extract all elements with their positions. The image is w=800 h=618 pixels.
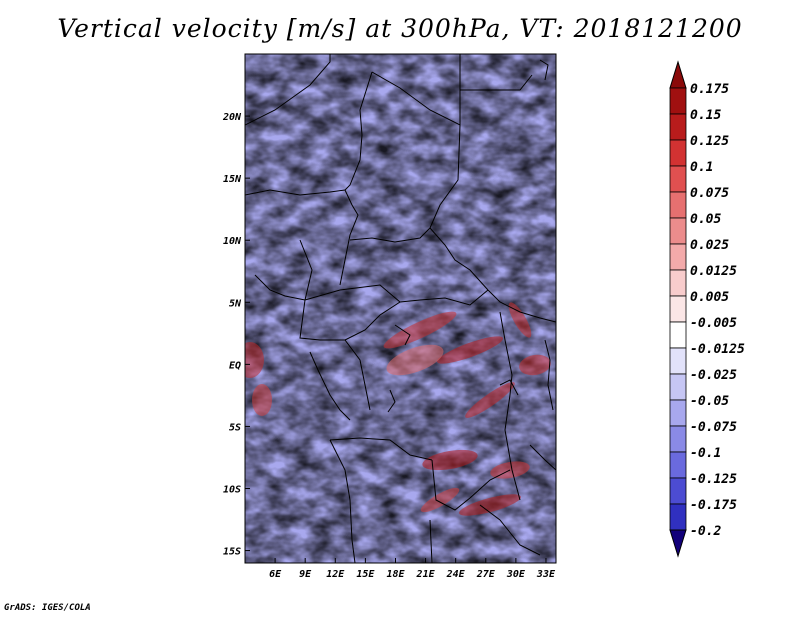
- colorbar-swatch: [669, 217, 687, 245]
- lat-tick-label: 10N: [223, 236, 242, 247]
- colorbar-swatch: [669, 373, 687, 401]
- colorbar-swatch: [669, 425, 687, 453]
- colorbar-label: 0.025: [690, 238, 729, 253]
- lat-tick-label: 5S: [229, 422, 241, 433]
- colorbar-swatch: [669, 295, 687, 323]
- velocity-field: [245, 54, 556, 563]
- colorbar-swatch: [669, 139, 687, 167]
- colorbar-swatch: [669, 269, 687, 297]
- colorbar-label: 0.05: [690, 212, 721, 227]
- colorbar-label: -0.005: [690, 316, 737, 331]
- lon-tick-label: 9E: [299, 569, 312, 580]
- colorbar-swatch: [669, 113, 687, 141]
- colorbar-label: -0.025: [690, 368, 737, 383]
- colorbar-label: -0.125: [690, 472, 737, 487]
- colorbar-label: 0.15: [690, 108, 721, 123]
- colorbar-label: -0.075: [690, 420, 737, 435]
- updraft-patch: [508, 302, 532, 338]
- updraft-patch: [465, 382, 515, 418]
- colorbar-swatch: [669, 477, 687, 505]
- lon-tick-label: 33E: [536, 569, 556, 580]
- lon-tick-label: 21E: [416, 569, 436, 580]
- lat-tick-label: 20N: [222, 112, 242, 123]
- lon-tick-label: 24E: [446, 569, 466, 580]
- latitude-axis: 20N 15N 10N 5N EQ 5S 10S 15S: [222, 112, 250, 558]
- grads-credit: GrADS: IGES/COLA: [4, 603, 91, 613]
- colorbar-top-arrow: [669, 60, 687, 89]
- colorbar-swatch: [669, 243, 687, 271]
- lat-tick-label: 5N: [229, 298, 242, 309]
- colorbar-label: -0.2: [690, 524, 721, 539]
- colorbar-label: -0.1: [690, 446, 721, 461]
- updraft-patch: [383, 311, 457, 349]
- colorbar: 0.175 0.15 0.125 0.1 0.075 0.05 0.025 0.0125 0.0…: [669, 60, 745, 558]
- lat-tick-label: 10S: [223, 485, 241, 496]
- colorbar-label: 0.075: [690, 186, 729, 201]
- longitude-axis: 6E 9E 12E 15E 18E 21E 24E 27E 30E 33E: [269, 558, 556, 580]
- colorbar-swatch: [669, 347, 687, 375]
- lon-tick-label: 12E: [326, 569, 345, 580]
- country-borders: [245, 54, 556, 563]
- colorbar-label: -0.175: [690, 498, 737, 513]
- map-title: Vertical velocity [m/s] at 300hPa, VT: 2…: [57, 14, 743, 43]
- lon-tick-label: 6E: [269, 569, 282, 580]
- lon-tick-label: 15E: [356, 569, 375, 580]
- colorbar-label: 0.005: [690, 290, 729, 305]
- updraft-patch: [386, 344, 444, 376]
- lon-tick-label: 27E: [476, 569, 496, 580]
- colorbar-label: -0.05: [690, 394, 729, 409]
- colorbar-swatch: [669, 451, 687, 479]
- updraft-patch: [519, 354, 551, 376]
- colorbar-swatch: [669, 399, 687, 427]
- colorbar-label: 0.0125: [690, 264, 737, 279]
- colorbar-label: 0.125: [690, 134, 729, 149]
- colorbar-swatch: [669, 321, 687, 349]
- lon-tick-label: 30E: [506, 569, 526, 580]
- plot-frame: [244, 53, 557, 564]
- lat-tick-label: 15S: [223, 547, 241, 558]
- updraft-patch: [437, 336, 503, 364]
- colorbar-swatch: [669, 87, 687, 115]
- lat-tick-label: 15N: [223, 174, 242, 185]
- colorbar-swatch: [669, 503, 687, 531]
- updraft-patch: [422, 449, 478, 471]
- colorbar-bottom-arrow: [669, 529, 687, 558]
- colorbar-label: -0.0125: [690, 342, 745, 357]
- updraft-patch: [459, 494, 521, 516]
- colorbar-swatch: [669, 191, 687, 219]
- colorbar-label: 0.1: [690, 160, 713, 175]
- colorbar-label: 0.175: [690, 82, 729, 97]
- lon-tick-label: 18E: [386, 569, 405, 580]
- colorbar-swatch: [669, 165, 687, 193]
- updraft-patch: [252, 384, 272, 416]
- lat-tick-label: EQ: [229, 360, 241, 371]
- updraft-patch: [420, 487, 460, 513]
- updraft-patch: [245, 342, 264, 378]
